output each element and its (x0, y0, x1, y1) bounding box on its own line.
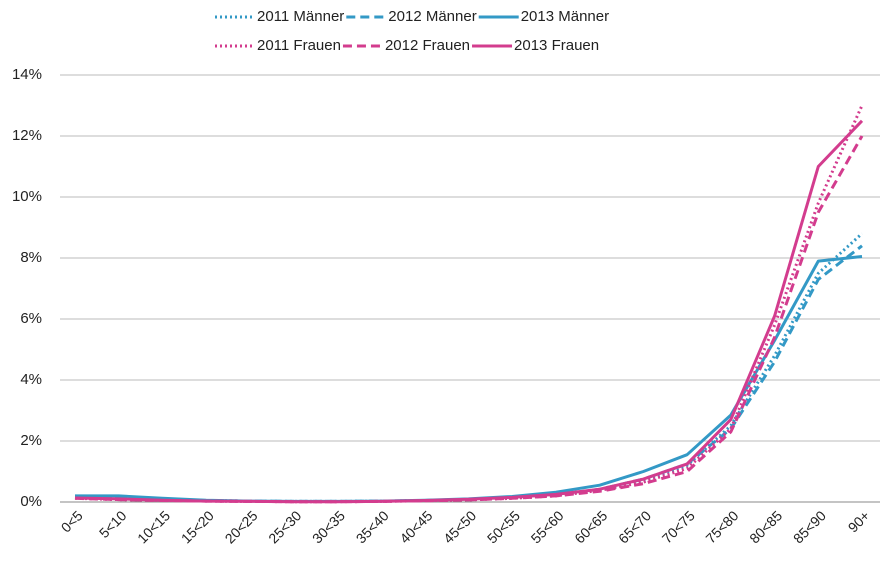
x-tick-label: 5<10 (96, 507, 130, 541)
x-tick-label: 20<25 (222, 507, 261, 546)
y-tick-label: 4% (20, 371, 42, 388)
x-tick-label: 30<35 (309, 507, 348, 546)
series-line (74, 119, 864, 504)
legend-label: 2011 Frauen (257, 37, 341, 54)
y-tick-label: 8% (20, 249, 42, 266)
x-tick-label: 45<50 (440, 507, 479, 546)
legend-label: 2012 Männer (388, 8, 476, 25)
x-tick-label: 40<45 (396, 507, 435, 546)
x-tick-label: 70<75 (659, 507, 698, 546)
y-tick-label: 6% (20, 310, 42, 327)
x-tick-label: 75<80 (702, 507, 741, 546)
legend-label: 2013 Frauen (514, 37, 599, 54)
x-tick-label: 80<85 (746, 507, 785, 546)
x-tick-label: 10<15 (134, 507, 173, 546)
series-line (74, 104, 864, 504)
x-tick-label: 55<60 (528, 507, 567, 546)
series-line (74, 232, 864, 503)
x-tick-label: 90+ (845, 507, 873, 535)
y-tick-label: 12% (12, 127, 42, 144)
series-line (74, 244, 863, 503)
legend-label: 2013 Männer (521, 8, 609, 25)
y-tick-label: 2% (20, 432, 42, 449)
series-line (75, 255, 863, 503)
legend-label: 2011 Männer (257, 8, 344, 25)
y-tick-label: 10% (12, 188, 42, 205)
x-tick-label: 60<65 (571, 507, 610, 546)
legend-label: 2012 Frauen (385, 37, 470, 54)
x-tick-label: 0<5 (58, 507, 86, 535)
y-tick-label: 0% (20, 493, 42, 510)
x-tick-label: 50<55 (484, 507, 523, 546)
x-tick-label: 15<20 (178, 507, 217, 546)
x-tick-label: 65<70 (615, 507, 654, 546)
x-tick-label: 25<30 (265, 507, 304, 546)
x-tick-label: 85<90 (790, 507, 829, 546)
y-tick-label: 14% (12, 66, 42, 83)
x-tick-label: 35<40 (353, 507, 392, 546)
